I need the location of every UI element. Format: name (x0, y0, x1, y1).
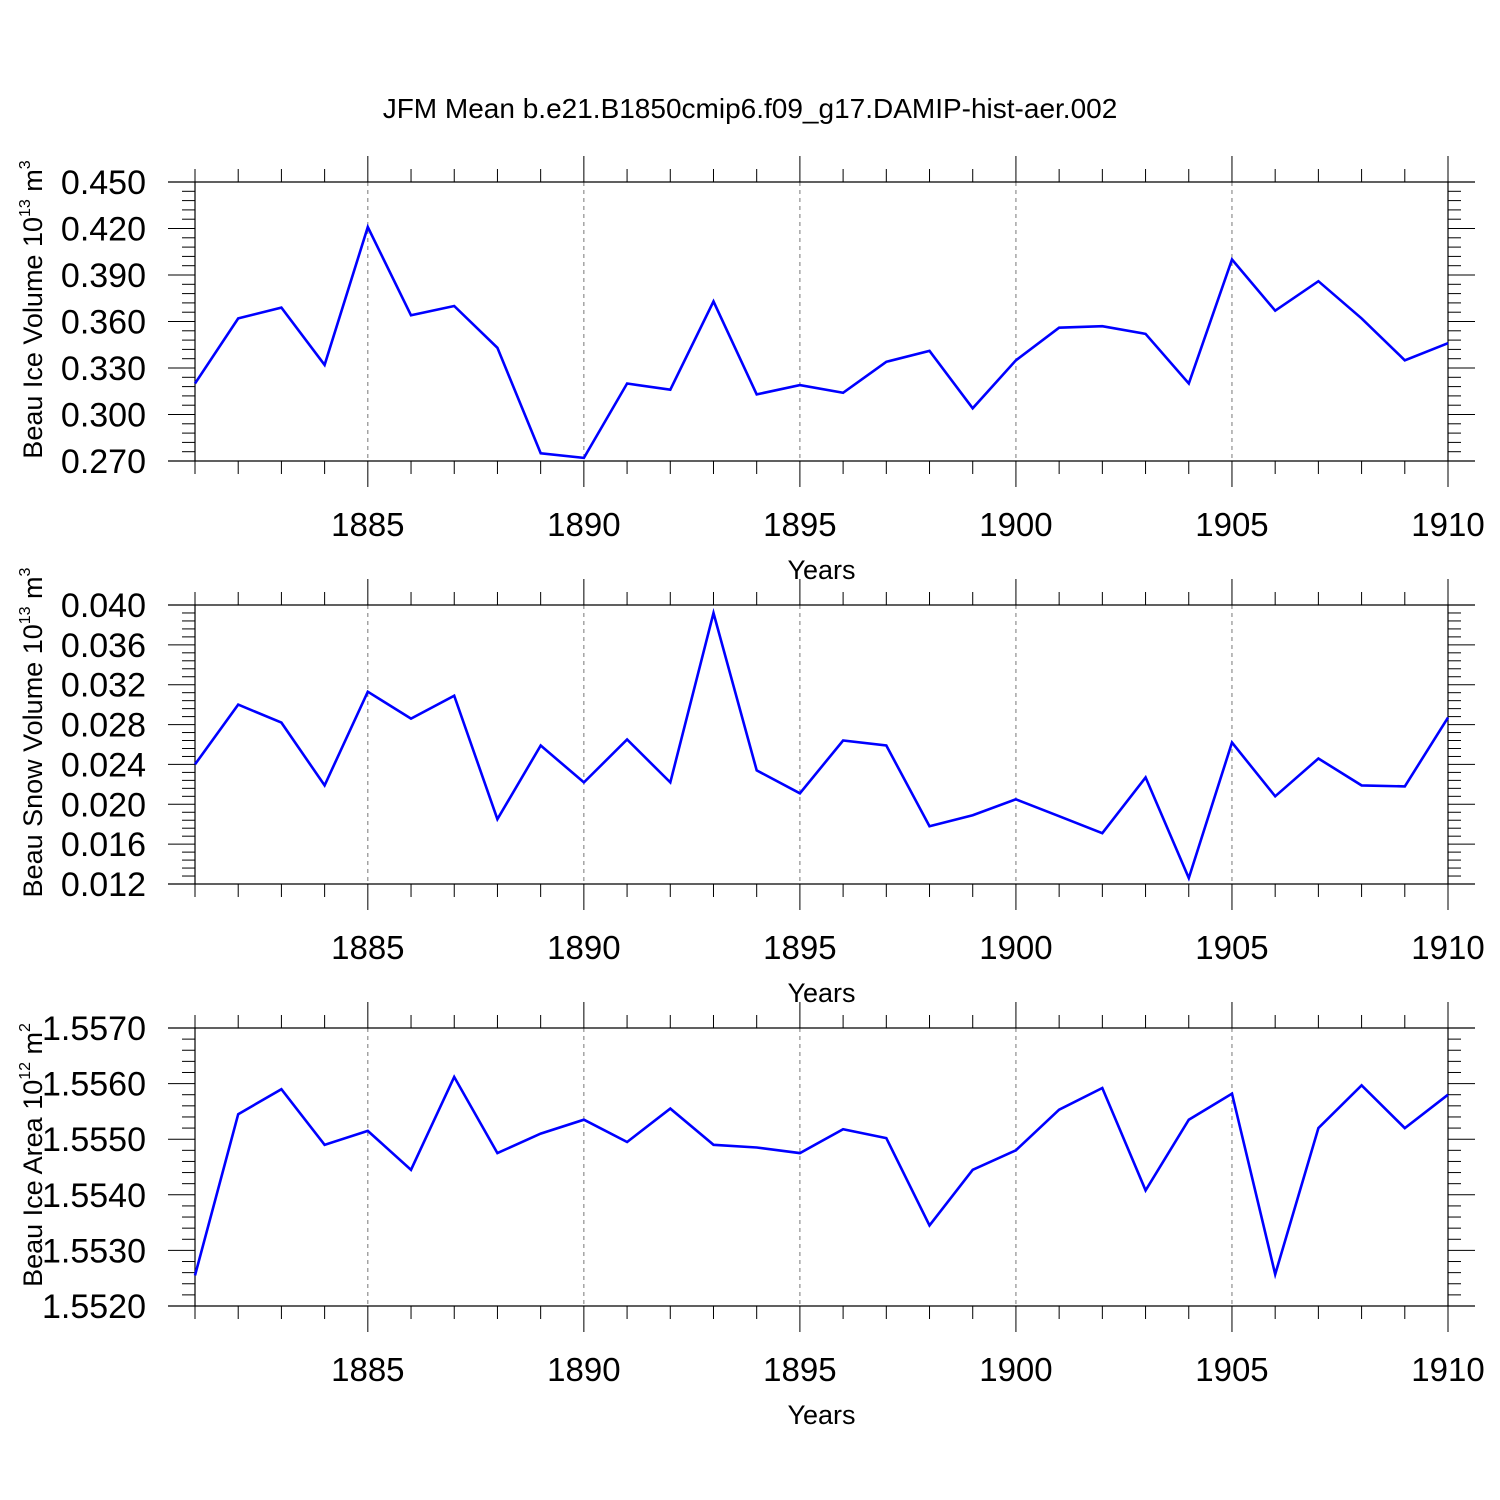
y-tick-label: 0.016 (61, 826, 146, 864)
y-axis-label: Beau Ice Area 1012 m2 (17, 1023, 48, 1287)
y-axis-label-unit-exponent: 3 (17, 160, 34, 169)
y-axis-label-unit-exponent: 3 (17, 567, 34, 576)
y-tick-label: 0.028 (61, 707, 146, 745)
x-tick-label: 1900 (979, 506, 1052, 543)
y-tick-label: 0.036 (61, 627, 146, 665)
series-line (193, 1074, 1449, 1280)
y-axis-label-unit: m (18, 576, 48, 606)
x-tick-label: 1885 (331, 506, 404, 543)
y-axis-label: Beau Ice Volume 1013 m3 (17, 160, 48, 458)
x-tick-label: 1885 (331, 1351, 404, 1388)
series-line (193, 223, 1449, 460)
y-tick-label: 0.450 (61, 164, 146, 202)
x-axis-label: Years (787, 1400, 855, 1430)
y-tick-label: 0.032 (61, 667, 146, 705)
series-line (193, 607, 1450, 882)
x-tick-label: 1890 (547, 929, 620, 966)
y-tick-label: 1.5540 (42, 1177, 146, 1215)
y-tick-label: 0.020 (61, 786, 146, 824)
x-tick-label: 1890 (547, 1351, 620, 1388)
y-tick-label: 1.5520 (42, 1288, 146, 1326)
x-tick-label: 1905 (1195, 1351, 1268, 1388)
y-axis-label-unit-exponent: 2 (17, 1023, 34, 1032)
x-tick-label: 1890 (547, 506, 620, 543)
y-tick-label: 1.5530 (42, 1232, 146, 1270)
x-axis-label: Years (787, 555, 855, 585)
x-tick-label: 1900 (979, 929, 1052, 966)
x-tick-label: 1900 (979, 1351, 1052, 1388)
y-tick-label: 0.300 (61, 397, 146, 435)
x-tick-label: 1905 (1195, 506, 1268, 543)
x-tick-label: 1895 (763, 1351, 836, 1388)
x-tick-label: 1910 (1411, 506, 1484, 543)
y-tick-label: 0.012 (61, 866, 146, 904)
panel-1: 1885 1890 1895 1900 1905 1910 0.450 0.420 0.390 0… (17, 156, 1485, 585)
x-tick-label: 1895 (763, 929, 836, 966)
y-axis-label-exponent: 13 (17, 199, 34, 217)
y-axis-label: Beau Snow Volume 1013 m3 (17, 567, 48, 897)
y-tick-label: 1.5550 (42, 1121, 146, 1159)
y-tick-label: 0.330 (61, 350, 146, 388)
y-tick-label: 0.040 (61, 587, 146, 625)
y-tick-label: 0.270 (61, 443, 146, 481)
x-tick-label: 1910 (1411, 1351, 1484, 1388)
y-axis-label-exponent: 12 (17, 1062, 34, 1080)
panel-2: 1885 1890 1895 1900 1905 19100.0400.0360.0320… (17, 567, 1485, 1008)
y-tick-label: 1.5570 (42, 1010, 146, 1048)
y-axis-label-unit: m (18, 1032, 48, 1062)
y-tick-label: 0.420 (61, 211, 146, 249)
y-tick-label: 0.360 (61, 304, 146, 342)
x-tick-label: 1905 (1195, 929, 1268, 966)
y-axis-label-text: Beau Ice Volume 10 (18, 217, 48, 459)
y-tick-label: 0.024 (61, 746, 146, 784)
x-tick-label: 1885 (331, 929, 404, 966)
y-axis-label-text: Beau Ice Area 10 (18, 1080, 48, 1287)
chart-title: JFM Mean b.e21.B1850cmip6.f09_g17.DAMIP-… (383, 93, 1118, 124)
y-axis-label-unit: m (18, 169, 48, 199)
y-tick-label: 1.5560 (42, 1066, 146, 1104)
y-axis-label-exponent: 13 (17, 606, 34, 624)
x-tick-label: 1910 (1411, 929, 1484, 966)
y-tick-label: 0.390 (61, 257, 146, 295)
chart-panels: 1885 1890 1895 1900 1905 1910 0.450 0.420 0.390 0… (17, 156, 1485, 1430)
x-axis-label: Years (787, 978, 855, 1008)
panel-3: 1885 1890 1895 1900 1905 1910 1.5570 1.5560 1.55… (17, 1002, 1485, 1430)
x-tick-label: 1895 (763, 506, 836, 543)
y-axis-label-text: Beau Snow Volume 10 (18, 624, 48, 897)
